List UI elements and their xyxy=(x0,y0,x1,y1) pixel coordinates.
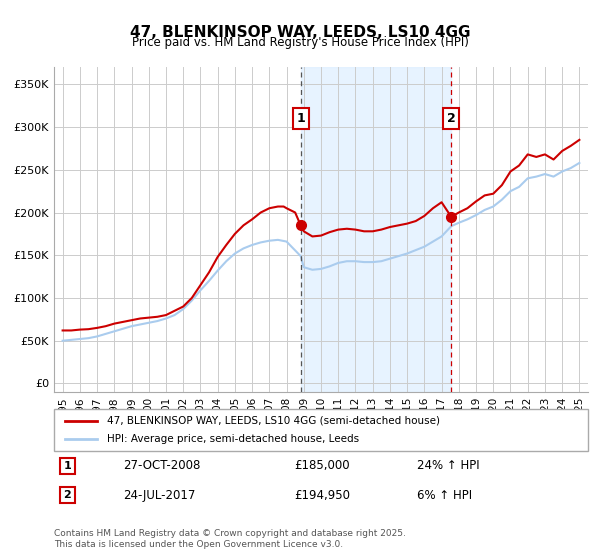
Text: 1: 1 xyxy=(64,461,71,471)
Text: 47, BLENKINSOP WAY, LEEDS, LS10 4GG: 47, BLENKINSOP WAY, LEEDS, LS10 4GG xyxy=(130,25,470,40)
Text: 6% ↑ HPI: 6% ↑ HPI xyxy=(417,488,472,502)
Text: £194,950: £194,950 xyxy=(295,488,350,502)
Text: 27-OCT-2008: 27-OCT-2008 xyxy=(124,459,201,473)
Text: 24% ↑ HPI: 24% ↑ HPI xyxy=(417,459,480,473)
Text: £185,000: £185,000 xyxy=(295,459,350,473)
FancyBboxPatch shape xyxy=(54,409,588,451)
Text: 47, BLENKINSOP WAY, LEEDS, LS10 4GG (semi-detached house): 47, BLENKINSOP WAY, LEEDS, LS10 4GG (sem… xyxy=(107,416,440,426)
Bar xyxy=(301,67,451,392)
Text: 2: 2 xyxy=(64,490,71,500)
Text: HPI: Average price, semi-detached house, Leeds: HPI: Average price, semi-detached house,… xyxy=(107,434,359,444)
Text: 24-JUL-2017: 24-JUL-2017 xyxy=(124,488,196,502)
Text: Price paid vs. HM Land Registry's House Price Index (HPI): Price paid vs. HM Land Registry's House … xyxy=(131,36,469,49)
Text: 2: 2 xyxy=(447,112,455,125)
Text: 1: 1 xyxy=(296,112,305,125)
Text: Contains HM Land Registry data © Crown copyright and database right 2025.
This d: Contains HM Land Registry data © Crown c… xyxy=(54,529,406,549)
